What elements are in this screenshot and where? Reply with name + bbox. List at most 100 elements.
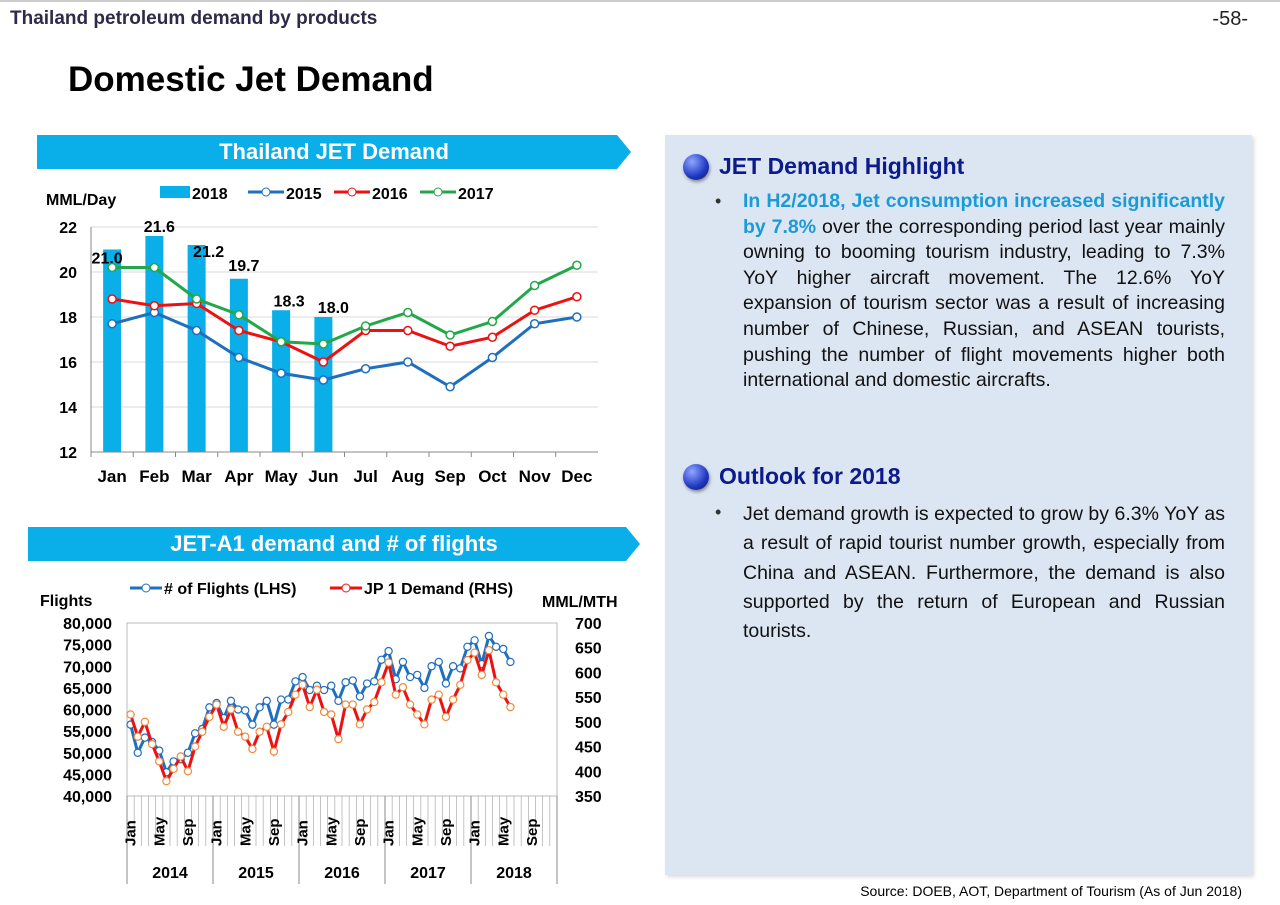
bullet-ball-icon (683, 153, 709, 180)
point-2015 (403, 357, 413, 367)
point (405, 700, 415, 709)
y-left-tick-label: 80,000 (63, 616, 112, 633)
bar-data-label: 19.7 (228, 258, 259, 275)
legend-label: # of Flights (LHS) (164, 581, 296, 598)
chart2-banner: JET-A1 demand and # of flights (28, 527, 640, 561)
y-left-tick-label: 50,000 (63, 746, 112, 763)
point (413, 710, 422, 719)
bullet: • (715, 502, 722, 522)
x-tick-label: Oct (478, 467, 507, 486)
point (255, 703, 264, 712)
x-month-label: Sep (438, 818, 455, 846)
line-2016 (111, 295, 578, 364)
point-2015 (191, 325, 202, 336)
line-2017 (112, 263, 578, 346)
point (276, 695, 286, 704)
legend-marker (433, 187, 443, 197)
point (384, 658, 393, 667)
point (506, 657, 515, 667)
y-left-tick-label: 45,000 (63, 767, 112, 784)
x-tick-label: Feb (139, 467, 169, 486)
y-tick-label: 18 (59, 310, 77, 327)
page-number: -58- (1212, 8, 1248, 30)
point (319, 685, 329, 695)
point (491, 678, 501, 687)
point (427, 662, 436, 671)
point (434, 690, 443, 699)
bar-data-label: 21.2 (193, 244, 224, 261)
x-year-label: 2017 (410, 865, 446, 882)
point (269, 747, 279, 756)
y-right-tick-label: 650 (575, 641, 602, 658)
highlight-bold: In H2/2018, Jet consumption increased si… (743, 190, 1225, 238)
point-2016 (318, 357, 329, 367)
y-right-tick-label: 500 (575, 715, 602, 732)
point (291, 690, 300, 699)
y-right-tick-label: 450 (575, 740, 602, 757)
top-border (0, 0, 1280, 2)
point-2017 (318, 339, 329, 349)
x-month-label: Jan (467, 820, 484, 846)
point-2015 (107, 319, 117, 329)
point (155, 757, 164, 766)
highlight-heading: JET Demand Highlight (683, 153, 964, 180)
point-2016 (572, 292, 582, 302)
y-left-tick-label: 70,000 (63, 659, 112, 676)
point (441, 712, 451, 722)
point-2017 (276, 337, 286, 347)
point (463, 642, 472, 651)
page-title: Domestic Jet Demand (68, 60, 434, 99)
y-axis-label: MML/Day (46, 192, 116, 209)
y-tick-label: 16 (59, 355, 77, 372)
point (205, 703, 214, 712)
highlight-panel: JET Demand Highlight • In H2/2018, Jet c… (665, 135, 1252, 875)
point (362, 679, 372, 688)
y-left-tick-label: 60,000 (63, 703, 112, 720)
point (248, 744, 257, 754)
point-2015 (445, 382, 455, 392)
x-tick-label: Sep (435, 467, 466, 486)
y-tick-label: 22 (59, 220, 77, 237)
bar-2018 (229, 278, 248, 452)
point-2015 (318, 375, 329, 385)
point (463, 655, 472, 665)
point-2017 (360, 321, 371, 331)
point (233, 705, 243, 714)
point (341, 700, 350, 709)
point (284, 707, 293, 717)
point (370, 677, 379, 686)
point (126, 710, 135, 719)
x-year-label: 2016 (324, 865, 360, 882)
point (448, 695, 458, 704)
y-left-tick-label: 75,000 (63, 638, 112, 655)
legend-marker (141, 583, 151, 593)
point (205, 712, 214, 722)
point-2015 (234, 352, 244, 363)
point (305, 685, 314, 695)
point-2017 (107, 262, 117, 273)
point (377, 655, 386, 664)
point-2017 (403, 307, 413, 318)
point (248, 720, 257, 729)
point (398, 657, 408, 667)
y-left-axis-label: Flights (40, 593, 93, 610)
point (341, 678, 350, 687)
point (133, 732, 142, 741)
x-month-label: Sep (180, 818, 197, 846)
point (506, 702, 515, 712)
point (276, 720, 286, 729)
bar-2018 (145, 236, 164, 452)
bar-data-label: 21.0 (92, 251, 123, 268)
outlook-text: Jet demand growth is expected to grow by… (743, 503, 1225, 643)
point (448, 662, 458, 671)
point (420, 683, 429, 693)
point (147, 739, 157, 749)
point (212, 700, 221, 709)
x-month-label: May (323, 816, 340, 846)
y-left-tick-label: 40,000 (63, 789, 112, 806)
highlight-title: JET Demand Highlight (719, 153, 965, 179)
point (298, 672, 307, 682)
point (255, 727, 264, 736)
point (477, 670, 486, 680)
legend-label: 2017 (458, 186, 494, 203)
